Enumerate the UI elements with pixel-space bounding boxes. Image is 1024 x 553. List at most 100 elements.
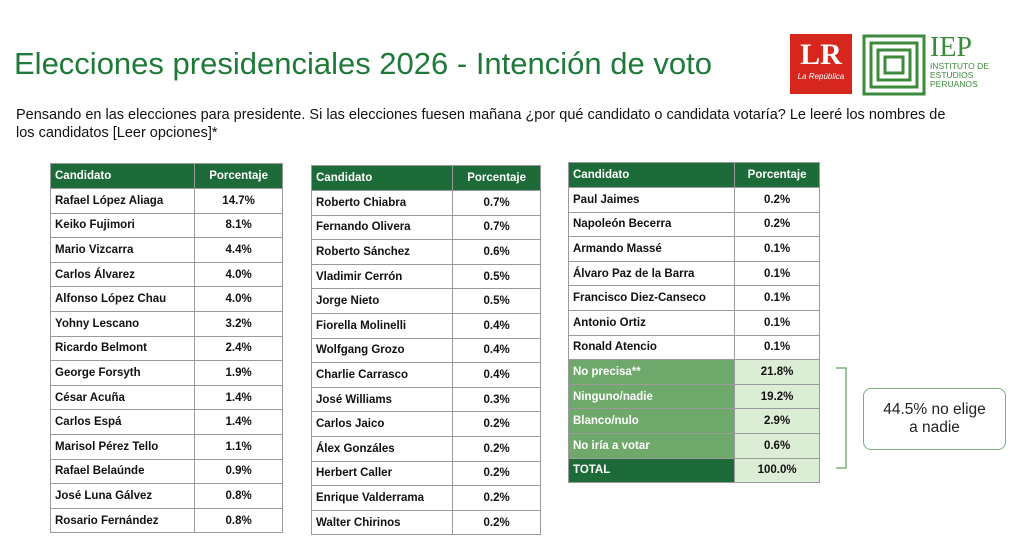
logo-subtext: INSTITUTO DE ESTUDIOS PERUANOS — [930, 61, 989, 89]
table-row: Fernando Olivera 0.7% — [310, 214, 541, 241]
candidate-cell: Fernando Olivera — [310, 214, 454, 241]
table-row: Rafael Belaúnde 0.9% — [49, 458, 283, 485]
percentage-cell: 4.4% — [194, 237, 283, 263]
logo-subtext: La República — [797, 72, 845, 81]
candidate-cell: Carlos Álvarez — [49, 261, 196, 288]
annotation: 44.5% no elige a nadie — [863, 388, 1006, 450]
table-row: José Williams 0.3% — [310, 386, 541, 413]
percentage-cell: 0.7% — [452, 214, 541, 241]
percentage-cell: 0.4% — [452, 337, 541, 364]
candidate-cell: Paul Jaimes — [567, 187, 736, 213]
percentage-cell: Porcentaje — [734, 162, 820, 188]
table-row: Blanco/nulo 2.9% — [567, 408, 820, 434]
candidate-cell: Charlie Carrasco — [310, 362, 454, 388]
candidate-cell: Alfonso López Chau — [49, 286, 196, 312]
table-row: George Forsyth 1.9% — [49, 360, 283, 386]
candidate-cell: José Luna Gálvez — [49, 483, 196, 509]
table-row: Candidato Porcentaje — [49, 163, 283, 189]
percentage-cell: 0.1% — [734, 285, 820, 311]
table-row: Wolfgang Grozo 0.4% — [310, 337, 541, 364]
percentage-cell: 1.9% — [194, 360, 283, 386]
table-row: Vladimir Cerrón 0.5% — [310, 263, 541, 290]
subtitle: Pensando en las elecciones para presiden… — [16, 107, 946, 141]
candidate-cell: Herbert Caller — [310, 460, 454, 487]
percentage-cell: 4.0% — [194, 286, 283, 312]
candidate-cell: Mario Vizcarra — [49, 237, 196, 263]
table-row: Roberto Sánchez 0.6% — [310, 239, 541, 265]
table-row: TOTAL 100.0% — [567, 457, 820, 484]
table: Candidato Porcentaje Roberto Chiabra 0.7% Fe… — [310, 165, 541, 536]
table-row: Napoleón Becerra 0.2% — [567, 211, 820, 238]
candidate-cell: Candidato — [49, 163, 196, 189]
logo-lr: LR La República — [790, 34, 852, 94]
table-row: Álex Gonzáles 0.2% — [310, 435, 541, 462]
percentage-cell: 0.6% — [734, 432, 820, 459]
table-row: Jorge Nieto 0.5% — [310, 288, 541, 314]
table-row: Fiorella Molinelli 0.4% — [310, 312, 541, 339]
candidate-cell: Ricardo Belmont — [49, 335, 196, 362]
bracket — [836, 367, 847, 469]
table-row: Antonio Ortiz 0.1% — [567, 309, 820, 336]
candidate-cell: George Forsyth — [49, 360, 196, 386]
title: Elecciones presidenciales 2026 - Intenci… — [14, 46, 712, 81]
percentage-cell: 19.2% — [734, 383, 820, 410]
table-row: Walter Chirinos 0.2% — [310, 509, 541, 536]
candidate-cell: Rosario Fernández — [49, 507, 196, 534]
candidate-cell: Enrique Valderrama — [310, 485, 454, 511]
candidate-cell: Ninguno/nadie — [567, 383, 736, 410]
logo-text: LR — [800, 38, 842, 71]
percentage-cell: 0.7% — [452, 190, 541, 216]
candidate-cell: Keiko Fujimori — [49, 212, 196, 239]
candidate-cell: Wolfgang Grozo — [310, 337, 454, 364]
candidate-cell: César Acuña — [49, 384, 196, 411]
candidate-cell: Rafael López Aliaga — [49, 188, 196, 214]
candidate-cell: Carlos Jaico — [310, 411, 454, 437]
table-row: Carlos Jaico 0.2% — [310, 411, 541, 437]
percentage-cell: 8.1% — [194, 212, 283, 239]
percentage-cell: 3.2% — [194, 310, 283, 337]
percentage-cell: 1.4% — [194, 384, 283, 411]
percentage-cell: Porcentaje — [452, 165, 541, 191]
candidate-cell: No iría a votar — [567, 432, 736, 459]
percentage-cell: Porcentaje — [194, 163, 283, 189]
percentage-cell: 4.0% — [194, 261, 283, 288]
percentage-cell: 0.2% — [452, 411, 541, 437]
candidate-cell: Fiorella Molinelli — [310, 312, 454, 339]
table-row: Alfonso López Chau 4.0% — [49, 286, 283, 312]
candidate-cell: Roberto Sánchez — [310, 239, 454, 265]
table-row: Armando Massé 0.1% — [567, 236, 820, 262]
candidate-cell: Álvaro Paz de la Barra — [567, 260, 736, 287]
percentage-cell: 1.4% — [194, 409, 283, 435]
candidate-cell: Rafael Belaúnde — [49, 458, 196, 485]
percentage-cell: 0.6% — [452, 239, 541, 265]
percentage-cell: 1.1% — [194, 433, 283, 460]
percentage-cell: 0.8% — [194, 483, 283, 509]
candidate-cell: Ronald Atencio — [567, 334, 736, 361]
candidate-cell: Álex Gonzáles — [310, 435, 454, 462]
table-row: Rafael López Aliaga 14.7% — [49, 188, 283, 214]
percentage-cell: 0.5% — [452, 263, 541, 290]
table-row: Carlos Espá 1.4% — [49, 409, 283, 435]
table-row: Álvaro Paz de la Barra 0.1% — [567, 260, 820, 287]
percentage-cell: 21.8% — [734, 359, 820, 385]
table-row: César Acuña 1.4% — [49, 384, 283, 411]
percentage-cell: 0.2% — [734, 211, 820, 238]
percentage-cell: 0.1% — [734, 260, 820, 287]
percentage-cell: 14.7% — [194, 188, 283, 214]
table-row: Paul Jaimes 0.2% — [567, 187, 820, 213]
percentage-cell: 0.1% — [734, 309, 820, 336]
candidate-cell: Napoleón Becerra — [567, 211, 736, 238]
table-row: Rosario Fernández 0.8% — [49, 507, 283, 534]
table-row: No precisa** 21.8% — [567, 359, 820, 385]
table-row: Keiko Fujimori 8.1% — [49, 212, 283, 239]
table-row: Roberto Chiabra 0.7% — [310, 190, 541, 216]
candidate-cell: Walter Chirinos — [310, 509, 454, 536]
percentage-cell: 0.2% — [452, 485, 541, 511]
table: Candidato Porcentaje Paul Jaimes 0.2% Napole… — [567, 162, 820, 484]
percentage-cell: 0.4% — [452, 312, 541, 339]
table-row: Carlos Álvarez 4.0% — [49, 261, 283, 288]
candidate-cell: Antonio Ortiz — [567, 309, 736, 336]
table-row: José Luna Gálvez 0.8% — [49, 483, 283, 509]
candidate-cell: Jorge Nieto — [310, 288, 454, 314]
